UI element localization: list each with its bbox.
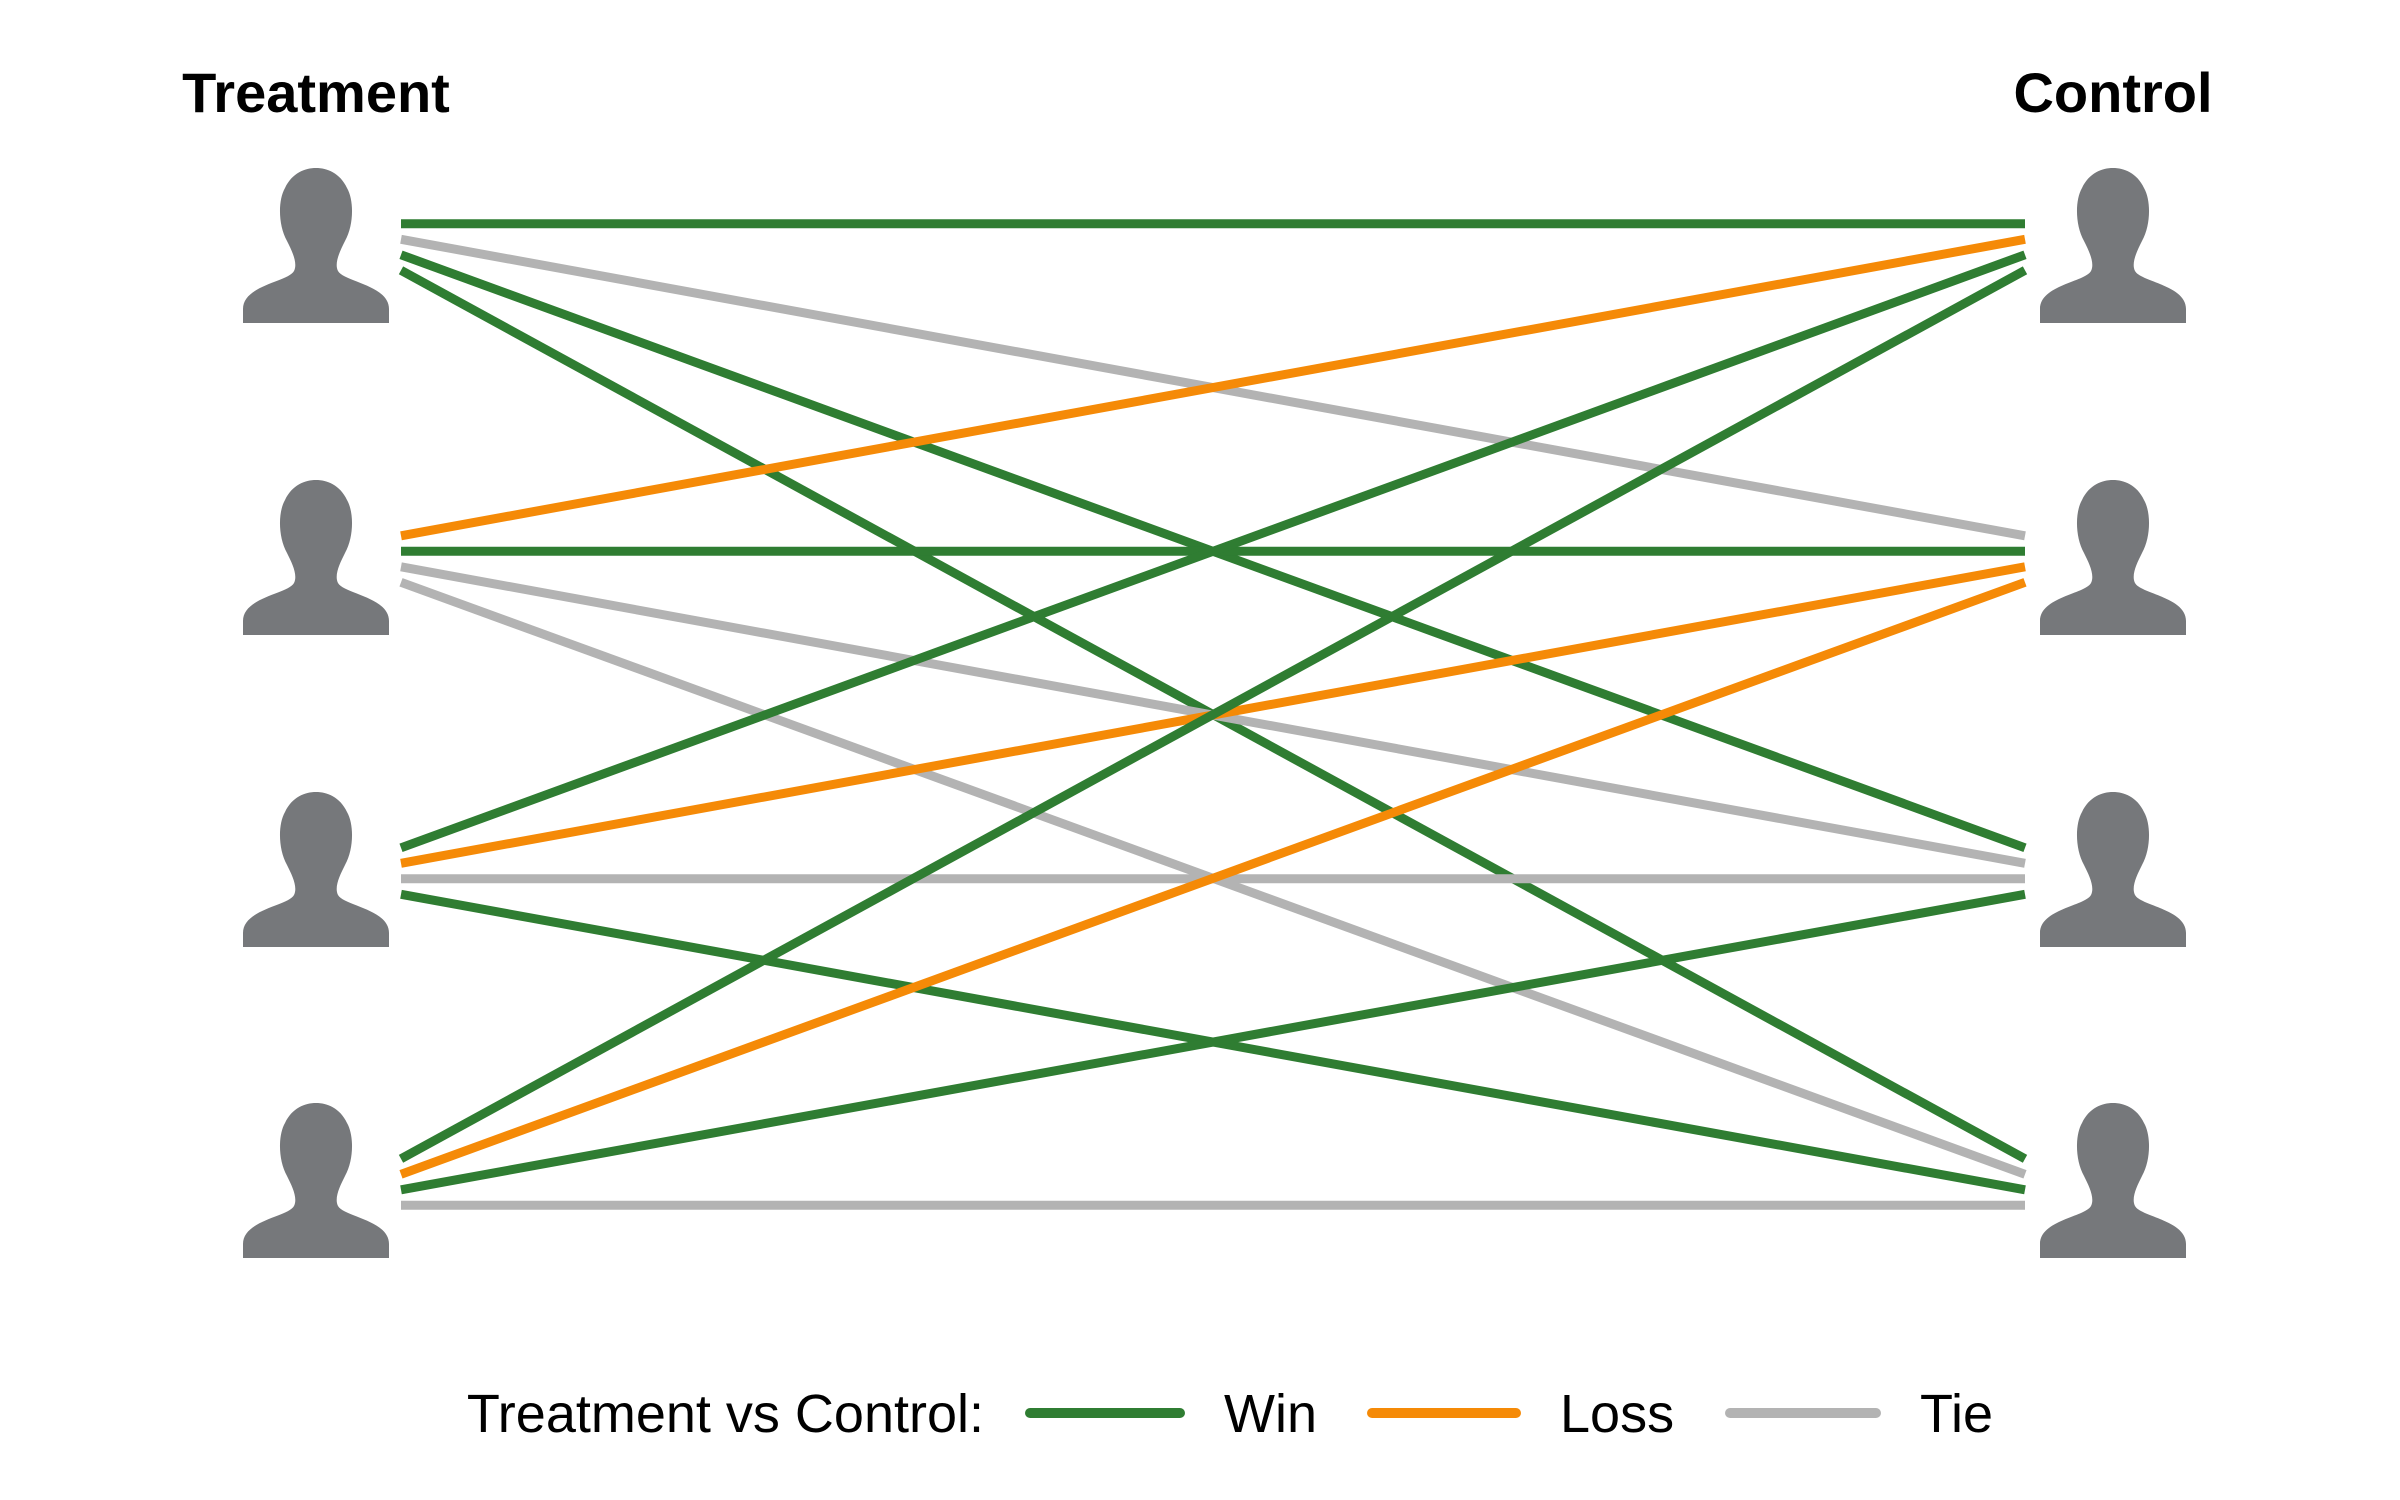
control-title: Control [2013, 61, 2212, 124]
matchup-line-t2-c1-loss [400, 234, 2026, 541]
control-person-3 [2040, 792, 2186, 947]
treatment-person-1 [243, 168, 389, 323]
legend-loss-label: Loss [1560, 1384, 1674, 1444]
legend-title: Treatment vs Control: [467, 1384, 984, 1444]
person-silhouette-icon [243, 792, 389, 947]
person-silhouette-icon [2040, 480, 2186, 635]
person-silhouette-icon [243, 168, 389, 323]
control-person-4 [2040, 1103, 2186, 1258]
legend-win-label: Win [1224, 1384, 1317, 1444]
person-silhouette-icon [243, 480, 389, 635]
treatment-group [243, 168, 389, 1258]
matchup-line-t4-c2-loss [399, 578, 2027, 1179]
person-silhouette-icon [2040, 1103, 2186, 1258]
control-person-1 [2040, 168, 2186, 323]
treatment-title: Treatment [182, 61, 450, 124]
legend-tie-label: Tie [1920, 1384, 1993, 1444]
treatment-person-3 [243, 792, 389, 947]
person-silhouette-icon [2040, 168, 2186, 323]
matchup-line-t4-c3-win [400, 889, 2026, 1195]
person-silhouette-icon [2040, 792, 2186, 947]
treatment-person-2 [243, 480, 389, 635]
control-person-2 [2040, 480, 2186, 635]
treatment-person-4 [243, 1103, 389, 1258]
matchup-lines [398, 219, 2028, 1210]
person-silhouette-icon [243, 1103, 389, 1258]
matchup-line-t4-c1-win [398, 266, 2028, 1163]
control-group [2040, 168, 2186, 1258]
legend: Treatment vs Control: Win Loss Tie [467, 1384, 1993, 1444]
matchup-line-t3-c1-win [399, 250, 2027, 853]
